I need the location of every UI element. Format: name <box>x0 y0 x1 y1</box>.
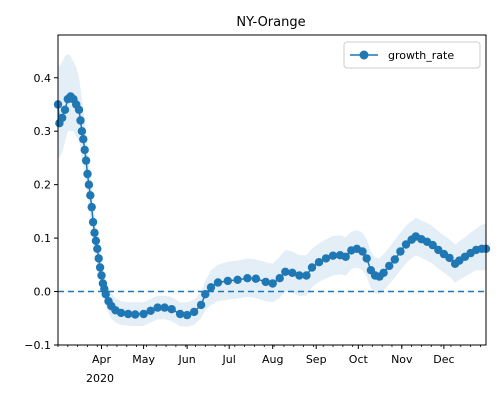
data-point <box>153 303 162 312</box>
data-point <box>275 274 284 283</box>
y-tick-label: 0.0 <box>34 286 52 299</box>
data-point <box>314 258 324 267</box>
data-point <box>124 309 133 319</box>
x-tick-label: Nov <box>391 353 413 366</box>
series-marker-layer <box>53 92 491 320</box>
x-tick-label: Oct <box>349 353 369 366</box>
data-point <box>139 309 148 319</box>
data-point <box>81 156 91 165</box>
data-point <box>428 240 437 250</box>
chart-title: NY-Orange <box>236 15 305 30</box>
data-point <box>58 113 67 123</box>
data-point <box>80 145 89 155</box>
data-point <box>396 247 405 256</box>
data-point <box>206 283 216 292</box>
data-point <box>93 244 102 253</box>
confidence-band-layer <box>58 53 486 327</box>
data-point <box>401 240 411 249</box>
data-point <box>362 254 371 263</box>
data-point <box>88 217 98 227</box>
x-tick-label: Jul <box>222 353 236 366</box>
data-point <box>97 271 106 280</box>
data-point <box>379 268 388 277</box>
data-point <box>83 169 92 179</box>
data-point <box>358 247 367 256</box>
data-point <box>341 252 350 261</box>
y-tick-label: −0.1 <box>24 339 51 352</box>
x-year-label: 2020 <box>86 372 114 385</box>
data-point <box>160 303 169 312</box>
data-point <box>90 228 99 237</box>
data-point <box>86 191 95 200</box>
data-point <box>251 274 261 283</box>
data-point <box>445 253 454 263</box>
data-point <box>295 271 304 280</box>
data-point <box>201 290 210 299</box>
data-point <box>76 116 85 125</box>
data-point <box>95 263 105 272</box>
data-point <box>281 267 290 276</box>
legend-label: growth_rate <box>388 49 454 62</box>
data-point <box>302 271 311 280</box>
x-axis: Apr May Jun Jul Aug Sep Oct Nov Dec <box>57 345 481 366</box>
data-point <box>307 263 317 272</box>
legend-marker-sample <box>359 50 369 60</box>
y-tick-label: 0.2 <box>34 179 52 192</box>
data-point <box>77 127 87 136</box>
data-point <box>385 261 394 271</box>
x-tick-label: May <box>132 353 155 366</box>
data-point <box>243 274 252 283</box>
data-point <box>328 251 338 260</box>
y-tick-label: 0.4 <box>34 72 52 85</box>
data-point <box>60 105 70 115</box>
y-tick-label: 0.3 <box>34 125 52 138</box>
y-axis: −0.1 0.0 0.1 0.2 0.3 0.4 <box>24 72 58 352</box>
x-tick-label: Apr <box>92 353 112 366</box>
data-point <box>261 277 270 287</box>
data-point <box>79 135 88 144</box>
y-tick-label: 0.1 <box>34 232 52 245</box>
data-point <box>196 300 206 310</box>
data-point <box>116 308 126 318</box>
data-point <box>321 254 331 263</box>
legend-box <box>343 41 481 69</box>
x-tick-label: Dec <box>433 353 454 366</box>
confidence-band <box>58 53 486 327</box>
legend: growth_rate <box>343 41 481 69</box>
data-point <box>74 105 84 115</box>
data-point <box>288 268 297 277</box>
data-point <box>87 202 96 212</box>
data-point <box>189 307 199 317</box>
plot-frame <box>57 34 487 346</box>
data-point <box>268 279 277 288</box>
data-point <box>223 276 232 286</box>
data-point <box>146 306 155 315</box>
data-point <box>84 180 94 189</box>
data-point <box>233 275 242 284</box>
x-tick-label: Aug <box>262 353 283 366</box>
data-point <box>131 310 140 319</box>
x-tick-label: Sep <box>306 353 327 366</box>
data-point <box>390 255 399 264</box>
data-point <box>213 278 223 287</box>
data-point <box>182 310 192 320</box>
data-point <box>94 254 103 263</box>
data-point <box>175 309 185 319</box>
data-point <box>167 305 176 314</box>
data-point <box>101 290 110 299</box>
data-point <box>91 236 101 245</box>
x-tick-label: Jun <box>178 353 196 366</box>
